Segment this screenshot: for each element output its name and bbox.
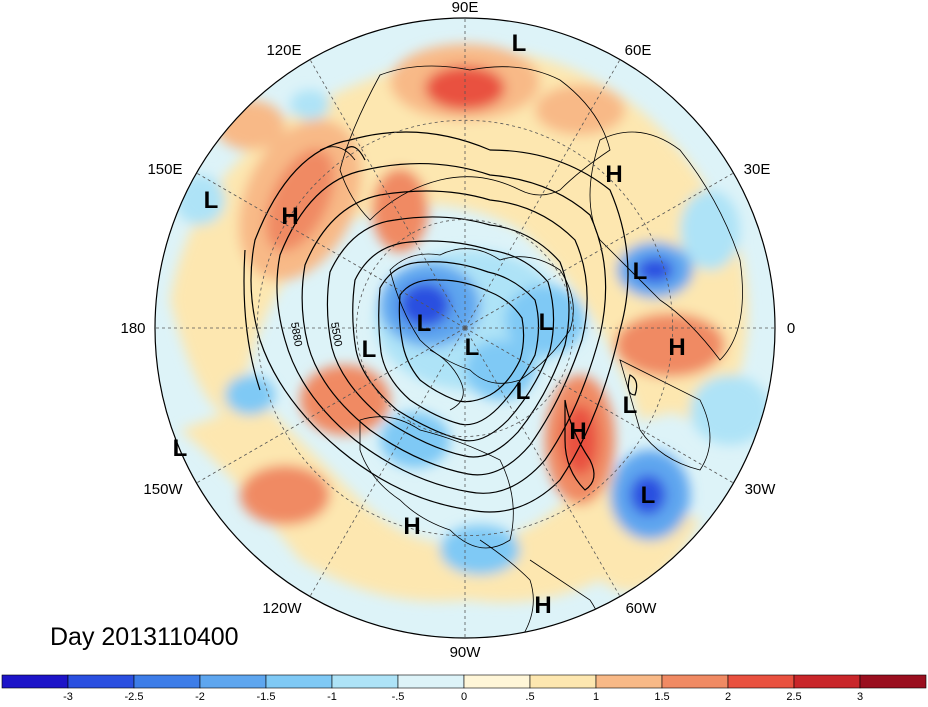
colorbar-swatch: [133, 674, 201, 689]
colorbar-swatch: [265, 674, 333, 689]
pressure-center-low: L: [641, 482, 656, 509]
colorbar-tick-label: 1: [593, 691, 599, 702]
colorbar-tick-label: -2.5: [125, 691, 144, 702]
meridian-line: [464, 59, 621, 329]
meridian-line: [464, 327, 621, 597]
figure-title: Day 2013110400: [50, 623, 239, 651]
pressure-center-high: H: [281, 203, 298, 230]
contour-label-5500: 5500: [328, 321, 344, 347]
meridian-line: [464, 327, 734, 484]
pressure-center-high: H: [605, 161, 622, 188]
meridian-line: [309, 327, 466, 597]
colorbar: -3 -2.5 -2 -1.5 -1 -.5 0 .5 1 1.5 2 2.5 3: [1, 674, 927, 703]
pressure-center-low: L: [173, 435, 188, 462]
lon-label-150w: 150W: [143, 481, 183, 498]
pressure-center-low: L: [516, 378, 531, 405]
colorbar-tick-label: -3: [63, 691, 73, 702]
pressure-center-high: H: [668, 334, 685, 361]
pressure-centers: L H L H L H L H H L L H L L L L L: [173, 30, 686, 619]
pressure-center-low: L: [204, 187, 219, 214]
lon-label-0: 0: [787, 320, 795, 337]
colorbar-tick-label: 2: [725, 691, 731, 702]
lon-label-180: 180: [120, 320, 145, 337]
colorbar-swatch: [529, 674, 597, 689]
lon-label-120w: 120W: [262, 600, 302, 617]
lon-label-90e: 90E: [452, 0, 479, 16]
colorbar-swatch: [331, 674, 399, 689]
lon-label-30e: 30E: [744, 161, 771, 178]
pressure-center-low: L: [465, 334, 480, 361]
colorbar-tick-label: -1.5: [257, 691, 276, 702]
colorbar-tick-label: -2: [195, 691, 205, 702]
meridian-line: [196, 327, 466, 484]
colorbar-swatch: [67, 674, 135, 689]
meridian-line: [196, 172, 466, 329]
pressure-center-low: L: [417, 310, 432, 337]
contour-label-5880: 5880: [288, 321, 304, 347]
coastlines: [319, 65, 743, 638]
colorbar-tick-label: -.5: [392, 691, 405, 702]
pressure-center-low: L: [362, 336, 377, 363]
colorbar-swatch: [199, 674, 267, 689]
lon-label-60e: 60E: [625, 42, 652, 59]
meridian-line: [309, 59, 466, 329]
pressure-center-low: L: [512, 30, 527, 57]
pressure-center-low: L: [539, 309, 554, 336]
colorbar-swatch: [661, 674, 729, 689]
colorbar-swatch: [1, 674, 69, 689]
colorbar-tick-label: 0: [461, 691, 467, 702]
map-boundary: [154, 17, 776, 639]
pressure-center-high: H: [403, 513, 420, 540]
lon-label-60w: 60W: [626, 600, 658, 617]
meridian-line: [464, 172, 734, 329]
colorbar-swatch: [727, 674, 795, 689]
pressure-center-high: H: [534, 592, 551, 619]
colorbar-swatch: [595, 674, 663, 689]
lon-label-120e: 120E: [266, 42, 301, 59]
colorbar-tick-label: .5: [525, 691, 534, 702]
pressure-center-high: H: [569, 418, 586, 445]
colorbar-swatch: [859, 674, 927, 689]
lon-label-150e: 150E: [147, 161, 182, 178]
colorbar-swatch: [463, 674, 531, 689]
height-contours: [243, 131, 638, 513]
colorbar-swatch: [397, 674, 465, 689]
colorbar-tick-label: -1: [327, 691, 337, 702]
longitude-labels: 90E 60E 30E 0 30W 60W 90W 120W 150W 180 …: [120, 0, 795, 661]
pressure-center-low: L: [623, 392, 638, 419]
pressure-center-low: L: [633, 258, 648, 285]
lon-label-30w: 30W: [745, 481, 777, 498]
lon-label-90w: 90W: [450, 644, 482, 661]
latitude-circle: [256, 119, 674, 537]
colorbar-tick-label: 3: [857, 691, 863, 702]
colorbar-tick-label: 1.5: [654, 691, 669, 702]
colorbar-swatch: [793, 674, 861, 689]
graticule: [155, 18, 775, 638]
colorbar-tick-label: 2.5: [786, 691, 801, 702]
anomaly-patches: [170, 44, 770, 603]
